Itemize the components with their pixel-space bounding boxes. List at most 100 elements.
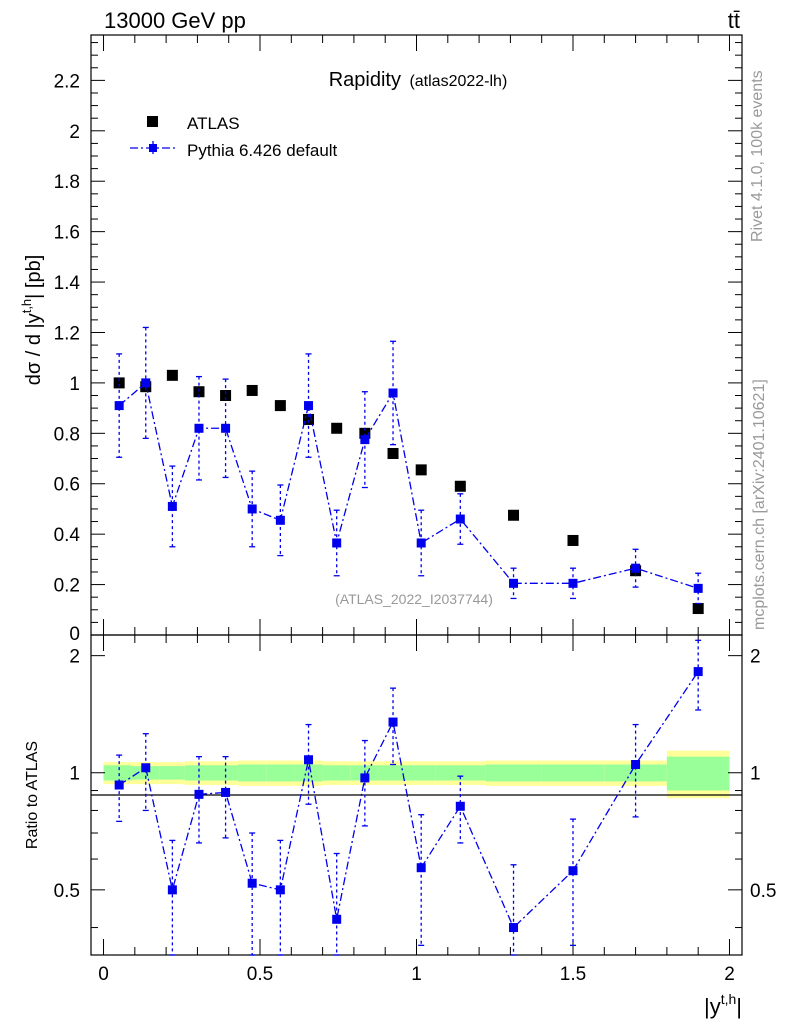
ratio-pythia-point — [416, 863, 426, 873]
ratio-pythia-point — [631, 760, 641, 770]
atlas-point — [359, 427, 371, 439]
main-y-tick-label: 1.2 — [54, 323, 80, 344]
pythia-point — [247, 504, 257, 514]
ratio-band-inner — [378, 765, 408, 781]
ratio-y-tick-label-left: 0.5 — [54, 881, 80, 902]
ratio-pythia-point — [167, 885, 177, 895]
ratio-y-tick-label-right: 2 — [750, 647, 761, 668]
pythia-point — [304, 401, 314, 411]
legend-atlas-marker — [147, 116, 158, 127]
ratio-band-inner — [541, 764, 605, 782]
atlas-point — [246, 384, 258, 396]
ratio-band-inner — [103, 765, 132, 781]
ratio-pythia-point — [332, 914, 342, 924]
ratio-pythia-point — [141, 763, 151, 773]
chart-title-main: Rapidity — [329, 69, 401, 91]
pythia-point — [194, 423, 204, 433]
ratio-x-tick-label: 1.5 — [560, 964, 586, 985]
pythia-point — [332, 538, 342, 548]
ratio-band-inner — [435, 765, 486, 781]
atlas-point — [274, 400, 286, 412]
ratio-y-ticks: 0.5 0.5 1 1 2 2 — [54, 647, 776, 929]
ratio-band-inner — [322, 765, 351, 781]
ratio-y-tick-label-left: 1 — [69, 764, 80, 785]
ratio-pythia-point — [304, 755, 314, 765]
pythia-line — [118, 381, 699, 589]
rivet-label: Rivet 4.1.0, 100k events — [749, 70, 766, 242]
atlas-point — [220, 390, 232, 402]
ratio-y-tick-label-right: 1 — [750, 764, 761, 785]
ratio-band-inner — [238, 764, 267, 782]
atlas-point — [113, 377, 125, 389]
atlas-point — [303, 413, 315, 425]
mcplots-label: mcplots.cern.ch [arXiv:2401.10621] — [751, 379, 768, 630]
ratio-pythia-point — [221, 787, 231, 797]
ratio-series — [114, 639, 703, 956]
main-x-ticks — [103, 35, 730, 635]
pythia-point — [114, 401, 124, 411]
ratio-x-tick-label: 1 — [411, 964, 422, 985]
ratio-band-inner — [159, 766, 185, 780]
ratio-x-tick-label: 0.5 — [247, 964, 273, 985]
ratio-pythia-point — [509, 923, 519, 933]
ratio-band-inner — [131, 766, 160, 780]
main-y-tick-label: 0.6 — [54, 475, 80, 496]
ratio-pythia-point — [360, 773, 370, 783]
ratio-x-tick-label: 0 — [98, 964, 109, 985]
pythia-point — [693, 583, 703, 593]
pythia-point — [568, 578, 578, 588]
ratio-pythia-point — [693, 667, 703, 677]
atlas-point — [692, 603, 704, 615]
ratio-y-tick-label-left: 2 — [69, 647, 80, 668]
ratio-x-ticks: 0 0.5 1 1.5 2 — [98, 635, 735, 985]
atlas-point — [331, 422, 343, 434]
main-zero-label: 0 — [69, 624, 80, 645]
analysis-watermark: (ATLAS_2022_I2037744) — [335, 591, 493, 607]
legend: ATLAS Pythia 6.426 default — [130, 114, 338, 160]
pythia-point — [388, 388, 398, 398]
x-axis-label: |yt,h| — [704, 991, 742, 1019]
main-y-tick-label: 0.2 — [54, 576, 80, 597]
atlas-point — [387, 447, 399, 459]
chart-title: Rapidity (atlas2022-lh) — [329, 69, 508, 91]
main-y-tick-label: 2.2 — [54, 71, 80, 92]
main-y-axis-label: dσ / d |yt,h| [pb] — [19, 255, 45, 386]
ratio-pythia-point — [455, 801, 465, 811]
ratio-band-inner — [407, 765, 436, 781]
main-y-ticks: 0.2 0.4 0.6 0.8 1 1.2 1.4 1.6 1.8 2 2.2 — [54, 42, 742, 636]
main-series — [113, 326, 704, 615]
main-y-tick-label: 0.8 — [54, 424, 80, 445]
ratio-band-inner — [184, 765, 214, 781]
ratio-band-inner — [266, 764, 295, 782]
atlas-point — [567, 534, 579, 546]
header-process: tt̄ — [728, 8, 740, 33]
atlas-point — [508, 509, 520, 521]
atlas-point — [193, 386, 205, 398]
header-energy: 13000 GeV pp — [104, 8, 246, 33]
ratio-pythia-point — [194, 789, 204, 799]
ratio-band-inner — [213, 765, 239, 781]
main-panel: 0.2 0.4 0.6 0.8 1 1.2 1.4 1.6 1.8 2 2.2 0 dσ / d |… — [19, 34, 743, 645]
chart-title-sub: (atlas2022-lh) — [409, 73, 507, 90]
legend-pythia-marker — [149, 144, 157, 152]
pythia-point — [416, 538, 426, 548]
atlas-point — [415, 464, 427, 476]
main-y-tick-label: 1 — [69, 374, 80, 395]
pythia-point — [455, 514, 465, 524]
main-y-tick-label: 2 — [69, 122, 80, 143]
main-y-tick-label: 1.8 — [54, 172, 80, 193]
pythia-point — [360, 435, 370, 445]
ratio-band-inner — [666, 756, 730, 791]
pythia-point — [275, 515, 285, 525]
ratio-pythia-point — [114, 780, 124, 790]
pythia-point — [167, 501, 177, 511]
ratio-pythia-line — [118, 671, 699, 929]
ratio-pythia-point — [247, 878, 257, 888]
ratio-band-inner — [485, 764, 542, 782]
main-y-tick-label: 1.4 — [54, 273, 81, 294]
main-y-tick-label: 0.4 — [54, 525, 81, 546]
pythia-point — [631, 563, 641, 573]
legend-atlas-label: ATLAS — [187, 114, 240, 133]
ratio-y-tick-label-right: 0.5 — [750, 881, 776, 902]
